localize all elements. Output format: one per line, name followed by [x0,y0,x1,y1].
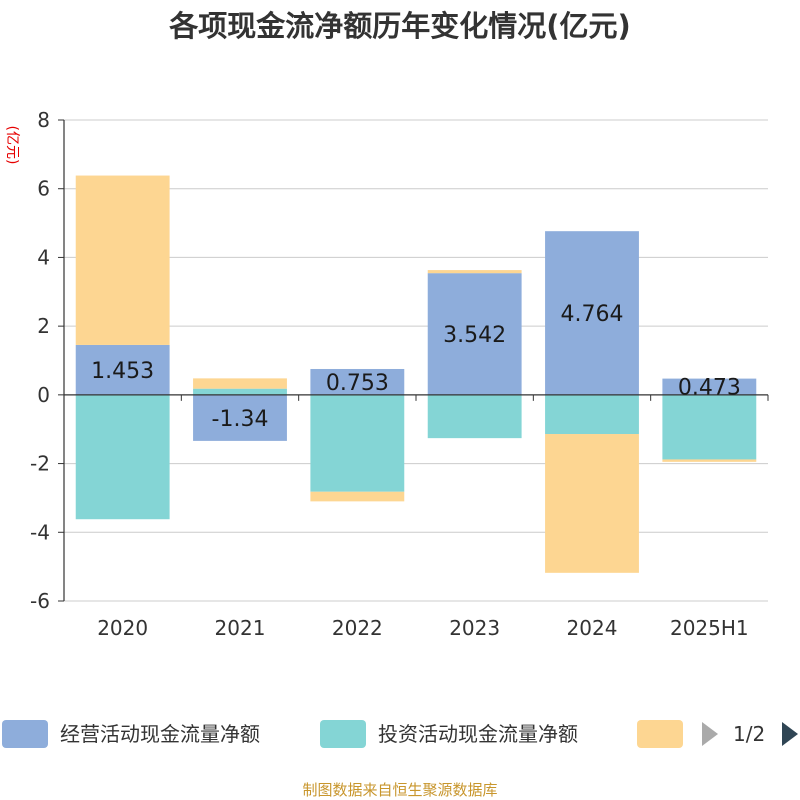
x-tick-label: 2021 [215,616,266,640]
legend-prev-arrow-icon[interactable] [702,722,718,746]
y-tick-label: 0 [37,383,50,407]
legend-next-arrow-icon[interactable] [782,722,798,746]
bar-2021-series-0[interactable] [193,394,287,441]
y-tick-label: 8 [37,108,50,132]
bar-2020-series-1[interactable] [75,394,170,520]
legend-swatch-operating[interactable] [2,720,48,748]
bar-2025H1-series-0[interactable] [662,378,757,395]
bar-2024-series-2[interactable] [545,434,639,573]
x-tick-label: 2025H1 [670,616,749,640]
bar-2022-series-2[interactable] [310,491,405,502]
bar-2023-series-2[interactable] [427,270,522,274]
x-tick-label: 2023 [449,616,500,640]
legend: 经营活动现金流量净额 投资活动现金流量净额 1/2 [2,720,798,748]
chart-title: 各项现金流净额历年变化情况(亿元) [168,9,631,43]
bar-2021-series-1[interactable] [193,388,287,395]
y-tick-label: 2 [37,314,50,338]
bar-2021-series-2[interactable] [193,378,287,389]
y-tick-label: -4 [30,520,50,544]
grid-lines [64,119,768,602]
legend-swatch-investing[interactable] [320,720,366,748]
legend-label-investing[interactable]: 投资活动现金流量净额 [378,722,578,746]
x-tick-label: 2022 [332,616,383,640]
legend-page-indicator: 1/2 [733,722,765,746]
bar-2024-series-0[interactable] [545,231,639,395]
bar-2020-series-2[interactable] [75,175,170,345]
x-tick-label: 2024 [567,616,618,640]
data-label-operating-2020: 1.453 [91,359,154,384]
legend-swatch-financing[interactable] [637,720,683,748]
y-axis-unit-label: (亿元) [4,126,20,165]
data-label-operating-2022: 0.753 [326,371,389,396]
y-tick-label: 6 [37,177,50,201]
bars [75,175,757,573]
bar-2020-series-0[interactable] [75,344,170,395]
data-label-operating-2023: 3.542 [443,323,506,348]
bar-2022-series-0[interactable] [310,368,405,395]
data-label-operating-2021: -1.34 [212,407,269,432]
bar-2022-series-1[interactable] [310,394,405,492]
legend-label-operating[interactable]: 经营活动现金流量净额 [60,722,260,746]
bar-2023-series-0[interactable] [427,273,522,395]
data-source-note: 制图数据来自恒生聚源数据库 [302,781,497,799]
data-labels: 1.453 -1.34 0.753 3.542 4.764 0.473 [91,302,741,432]
x-tick-label: 2020 [97,616,148,640]
bar-2024-series-1[interactable] [545,394,639,435]
bar-2023-series-1[interactable] [427,394,522,439]
data-label-operating-2024: 4.764 [561,302,624,327]
data-label-operating-2025H1: 0.473 [678,376,741,401]
y-tick-label: 4 [37,245,50,269]
y-tick-label: -2 [30,452,50,476]
bar-2025H1-series-2[interactable] [662,459,757,462]
y-tick-label: -6 [30,589,50,613]
bar-2025H1-series-1[interactable] [662,394,757,460]
axes: 8 6 4 2 0 -2 -4 -6 2020 2021 2022 2023 2024 2025H1 [30,108,769,640]
